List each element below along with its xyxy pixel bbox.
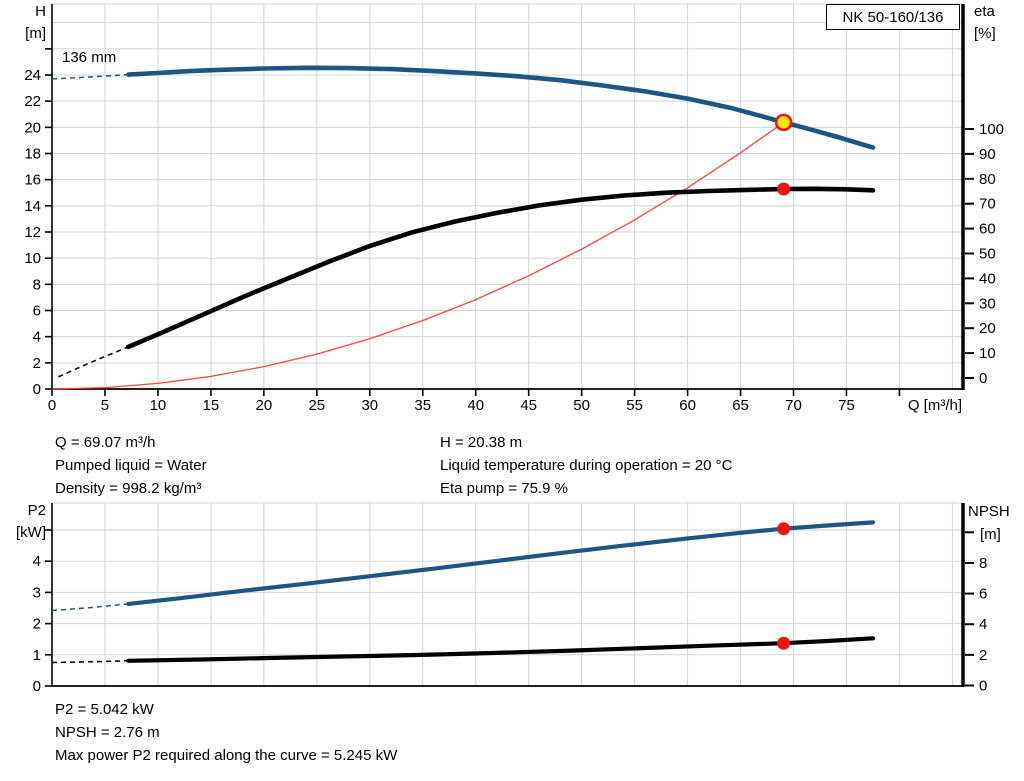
y-right-tick-label: 0: [979, 370, 987, 387]
y-left-tick-label: 22: [24, 93, 41, 110]
y-left-tick-label: 1: [33, 647, 41, 664]
power-info: P2 = 5.042 kW NPSH = 2.76 m Max power P2…: [55, 698, 397, 767]
y-left-tick-label: 10: [24, 250, 41, 267]
x-tick-label: 40: [467, 397, 484, 414]
efficiency-curve: [126, 186, 876, 350]
y-right-tick-label: 60: [979, 221, 996, 238]
npsh-curve: [126, 636, 876, 663]
y-right-axis-label: [%]: [974, 25, 996, 42]
y-left-tick-label: 12: [24, 224, 41, 241]
info-liquid-temperature: Liquid temperature during operation = 20…: [440, 457, 733, 474]
info-max-power: Max power P2 required along the curve = …: [55, 747, 398, 764]
y-right-tick-label: 20: [979, 320, 996, 337]
y-left-tick-label: 24: [24, 67, 41, 84]
y-right-tick-label: 0: [979, 678, 987, 695]
info-npsh: NPSH = 2.76 m: [55, 724, 160, 741]
info-flow: Q = 69.07 m³/h: [55, 434, 156, 451]
y-right-tick-label: 2: [979, 647, 987, 664]
y-left-tick-label: 2: [33, 616, 41, 633]
y-right-tick-label: 30: [979, 295, 996, 312]
x-tick-label: 75: [838, 397, 855, 414]
npsh-duty-point: [777, 636, 791, 650]
x-tick-label: 65: [732, 397, 749, 414]
system-curve: [51, 121, 785, 390]
x-tick-label: 0: [48, 397, 56, 414]
x-tick-label: 10: [150, 397, 167, 414]
y-left-tick-label: 0: [33, 678, 41, 695]
x-axis-unit-label: Q [m³/h]: [908, 397, 962, 414]
duty-info-left: Q = 69.07 m³/h Pumped liquid = Water Den…: [55, 431, 207, 500]
y-left-tick-label: 6: [33, 303, 41, 320]
pump-model-label: NK 50-160/136: [842, 8, 944, 26]
x-tick-label: 45: [520, 397, 537, 414]
y-left-tick-label: 4: [33, 329, 41, 346]
p2-curve-dashed-lead: [51, 603, 129, 612]
y-left-tick-label: 18: [24, 146, 41, 163]
p2-curve: [126, 520, 876, 607]
x-tick-label: 60: [679, 397, 696, 414]
x-tick-label: 30: [361, 397, 378, 414]
duty-info-right: H = 20.38 m Liquid temperature during op…: [440, 431, 732, 500]
y-left-tick-label: 16: [24, 172, 41, 189]
y-right-tick-label: 90: [979, 146, 996, 163]
y-left-tick-label: 14: [24, 198, 41, 215]
head-curve-dashed-lead: [51, 73, 129, 80]
head-curve: [126, 65, 876, 150]
y-left-axis-label: P2: [28, 502, 46, 519]
x-tick-label: 25: [308, 397, 325, 414]
info-p2: P2 = 5.042 kW: [55, 701, 154, 718]
y-left-tick-label: 20: [24, 119, 41, 136]
operating-point: [774, 113, 793, 132]
info-eta-pump: Eta pump = 75.9 %: [440, 480, 568, 497]
y-left-tick-label: 4: [33, 553, 41, 570]
y-right-tick-label: 4: [979, 616, 987, 633]
efficiency-curve-dashed-lead: [58, 346, 129, 378]
x-tick-label: 5: [101, 397, 109, 414]
x-tick-label: 70: [785, 397, 802, 414]
impeller-diameter-label: 136 mm: [62, 49, 117, 66]
y-right-axis-label: [m]: [980, 526, 1001, 543]
efficiency-duty-point: [777, 182, 791, 196]
y-right-tick-label: 100: [979, 121, 1004, 138]
y-left-tick-label: 8: [33, 276, 41, 293]
p2-duty-point: [777, 522, 791, 536]
y-right-tick-label: 10: [979, 345, 996, 362]
x-tick-label: 55: [626, 397, 643, 414]
y-left-axis-label: H: [35, 3, 46, 20]
info-pumped-liquid: Pumped liquid = Water: [55, 457, 207, 474]
y-right-tick-label: 8: [979, 555, 987, 572]
y-left-tick-label: 3: [33, 584, 41, 601]
y-right-tick-label: 6: [979, 586, 987, 603]
y-right-tick-label: 80: [979, 171, 996, 188]
y-left-tick-label: 0: [33, 381, 41, 398]
y-left-tick-label: 2: [33, 355, 41, 372]
info-density: Density = 998.2 kg/m³: [55, 480, 202, 497]
y-right-axis-label: eta: [974, 3, 996, 20]
npsh-curve-dashed-lead: [51, 660, 129, 664]
x-tick-label: 15: [203, 397, 220, 414]
y-left-axis-label: [kW]: [16, 524, 46, 541]
y-right-tick-label: 40: [979, 270, 996, 287]
y-right-tick-label: 50: [979, 246, 996, 263]
x-tick-label: 35: [414, 397, 431, 414]
pump-model-box: NK 50-160/136: [826, 4, 960, 30]
y-right-axis-label: NPSH: [968, 503, 1010, 520]
x-tick-label: 20: [256, 397, 273, 414]
y-left-axis-label: [m]: [25, 25, 46, 42]
y-right-tick-label: 70: [979, 196, 996, 213]
info-head: H = 20.38 m: [440, 434, 523, 451]
x-tick-label: 50: [573, 397, 590, 414]
